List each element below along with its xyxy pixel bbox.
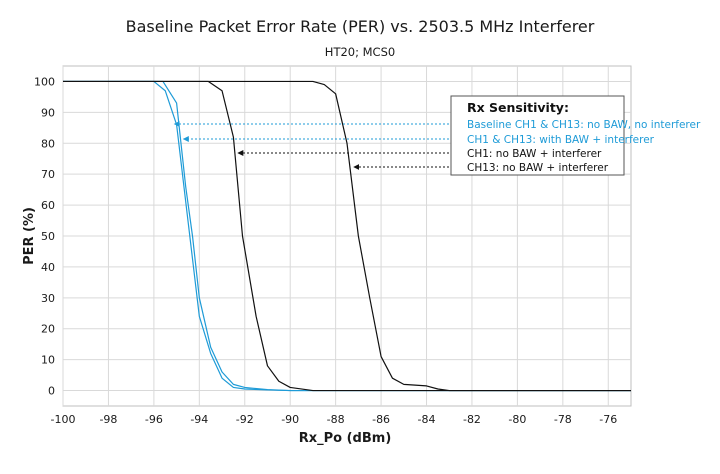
series-layer xyxy=(63,80,631,392)
y-tick-label: 100 xyxy=(34,75,55,88)
y-tick-label: 70 xyxy=(41,168,55,181)
y-tick-label: 60 xyxy=(41,199,55,212)
x-tick-label: -98 xyxy=(99,413,117,426)
x-tick-label: -80 xyxy=(508,413,526,426)
x-axis: -100 -98 -96 -94 -92 -90 -88 -86 -84 -82 -80 -78 -76 xyxy=(51,413,618,426)
legend-entry-4: CH13: no BAW + interferer xyxy=(467,162,609,174)
chart-title: Baseline Packet Error Rate (PER) vs. 250… xyxy=(126,17,595,36)
x-tick-label: -90 xyxy=(281,413,299,426)
y-tick-label: 30 xyxy=(41,292,55,305)
x-tick-label: -86 xyxy=(372,413,390,426)
legend-pointers xyxy=(173,121,465,170)
series-line-2 xyxy=(63,80,631,392)
x-tick-label: -78 xyxy=(554,413,572,426)
x-tick-label: -82 xyxy=(463,413,481,426)
legend-entry-3: CH1: no BAW + interferer xyxy=(467,148,602,160)
x-axis-label: Rx_Po (dBm) xyxy=(299,431,392,446)
y-tick-label: 40 xyxy=(41,261,55,274)
series-line-4 xyxy=(63,80,631,392)
y-tick-label: 0 xyxy=(48,385,55,398)
chart-subtitle: HT20; MCS0 xyxy=(325,45,395,59)
x-tick-label: -88 xyxy=(327,413,345,426)
y-tick-label: 10 xyxy=(41,354,55,367)
y-tick-label: 50 xyxy=(41,230,55,243)
y-tick-label: 90 xyxy=(41,106,55,119)
legend: Rx Sensitivity: Baseline CH1 & CH13: no … xyxy=(450,95,701,176)
x-tick-label: -84 xyxy=(418,413,436,426)
legend-entry-2: CH1 & CH13: with BAW + interferer xyxy=(467,134,655,146)
x-tick-label: -96 xyxy=(145,413,163,426)
x-tick-label: -76 xyxy=(599,413,617,426)
y-tick-label: 20 xyxy=(41,323,55,336)
x-tick-label: -94 xyxy=(190,413,208,426)
legend-box xyxy=(450,95,625,176)
legend-title: Rx Sensitivity: xyxy=(467,100,569,115)
y-tick-label: 80 xyxy=(41,137,55,150)
x-tick-label: -100 xyxy=(51,413,76,426)
legend-entry-1: Baseline CH1 & CH13: no BAW, no interfer… xyxy=(467,119,701,131)
x-tick-label: -92 xyxy=(236,413,254,426)
y-axis: 0 10 20 30 40 50 60 70 80 90 100 xyxy=(34,75,55,397)
y-axis-label: PER (%) xyxy=(22,207,37,265)
series-line-3 xyxy=(63,80,631,392)
